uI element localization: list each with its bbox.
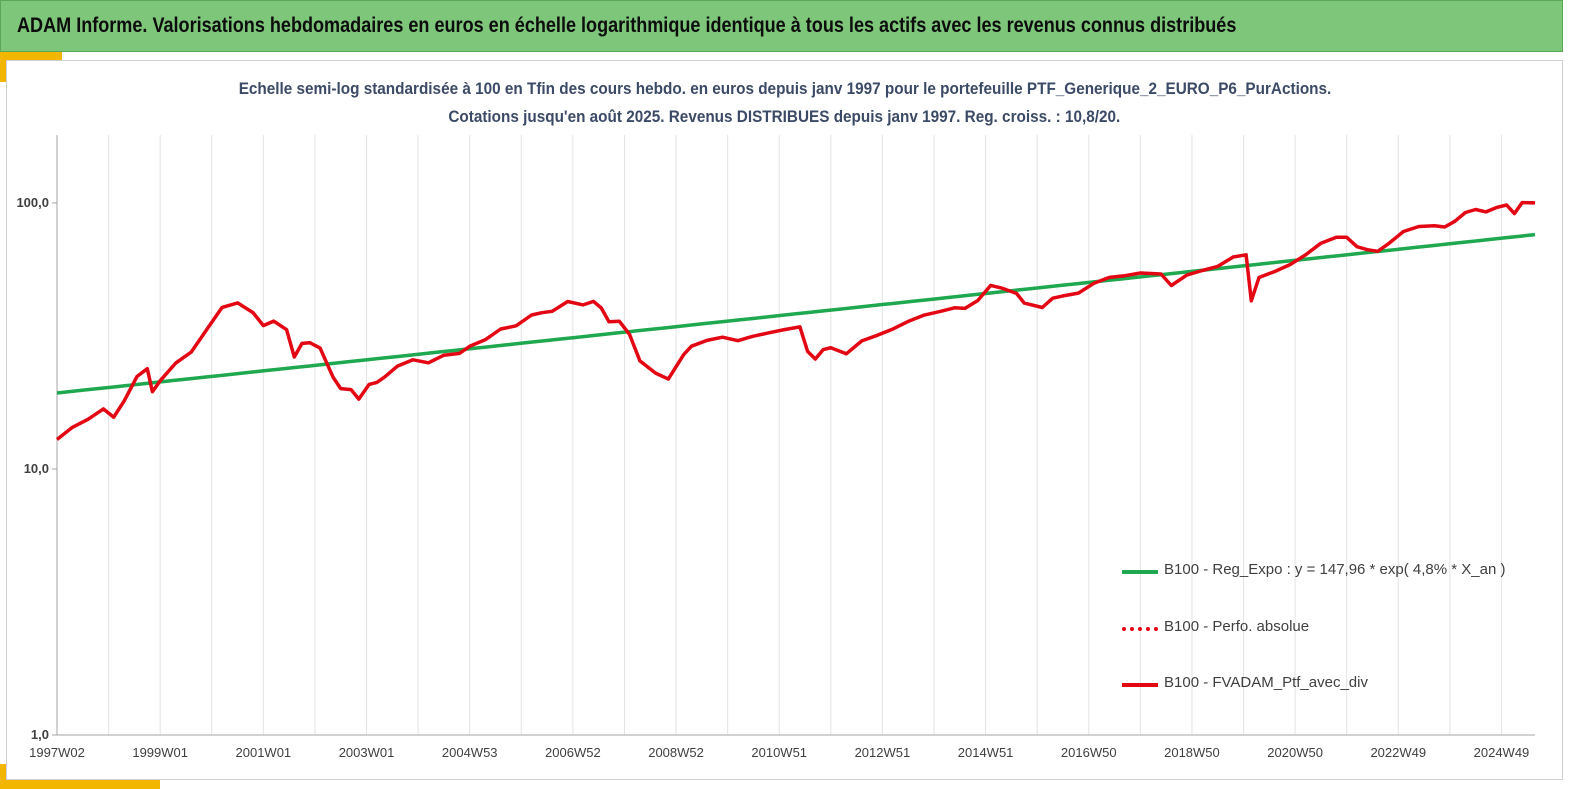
legend-swatch-perfo-absolue (1122, 627, 1158, 631)
accent-bar-left (0, 52, 7, 82)
chart-subtitle-line1: Echelle semi-log standardisée à 100 en T… (238, 79, 1331, 98)
x-tick-label: 2010W51 (751, 745, 807, 760)
vertical-gridlines (56, 135, 1502, 735)
page-title: ADAM Informe. Valorisations hebdomadaire… (17, 14, 1237, 37)
x-tick-label: 2018W50 (1164, 745, 1220, 760)
x-tick-label: 1999W01 (132, 745, 188, 760)
x-tick-labels: 1997W02 1999W01 2001W01 2003W01 2004W53 2006W… (29, 745, 1529, 760)
accent-bar-top (0, 52, 62, 60)
legend-label-perfo-absolue: B100 - Perfo. absolue (1164, 618, 1310, 635)
accent-bar-bottom-left (0, 764, 6, 789)
chart-frame (6, 60, 1563, 780)
x-tick-label: 2001W01 (236, 745, 292, 760)
x-tick-label: 2012W51 (855, 745, 911, 760)
y-tick-label: 10,0 (24, 461, 49, 476)
series-regression-line (56, 232, 1536, 395)
legend-swatch-regression (1122, 570, 1158, 574)
accent-bar-bottom (0, 780, 160, 789)
x-tick-label: 2006W52 (545, 745, 601, 760)
series-lines (55, 200, 1536, 441)
legend-label-portfolio: B100 - FVADAM_Ptf_avec_div (1164, 674, 1368, 691)
legend-label-regression: B100 - Reg_Expo : y = 147,96 * exp( 4,8%… (1164, 561, 1506, 578)
x-tick-label: 2003W01 (339, 745, 395, 760)
x-tick-label: 2008W52 (648, 745, 704, 760)
x-tick-label: 2016W50 (1061, 745, 1117, 760)
y-tick-label: 1,0 (31, 727, 49, 742)
series-portfolio-line (55, 200, 1536, 441)
x-tick-label: 2020W50 (1267, 745, 1323, 760)
chart-subtitle-line2: Cotations jusqu'en août 2025. Revenus DI… (448, 107, 1121, 126)
y-tick-label: 100,0 (16, 195, 49, 210)
x-tick-label: 2014W51 (958, 745, 1014, 760)
legend-swatch-portfolio (1122, 683, 1158, 687)
x-tick-label: 2004W53 (442, 745, 498, 760)
x-tick-label: 2024W49 (1474, 745, 1530, 760)
y-tick-labels: 1,0 10,0 100,0 (16, 195, 49, 742)
x-tick-label: 2022W49 (1370, 745, 1426, 760)
title-banner: ADAM Informe. Valorisations hebdomadaire… (0, 0, 1563, 52)
axes (52, 135, 1535, 736)
x-tick-label: 1997W02 (29, 745, 85, 760)
